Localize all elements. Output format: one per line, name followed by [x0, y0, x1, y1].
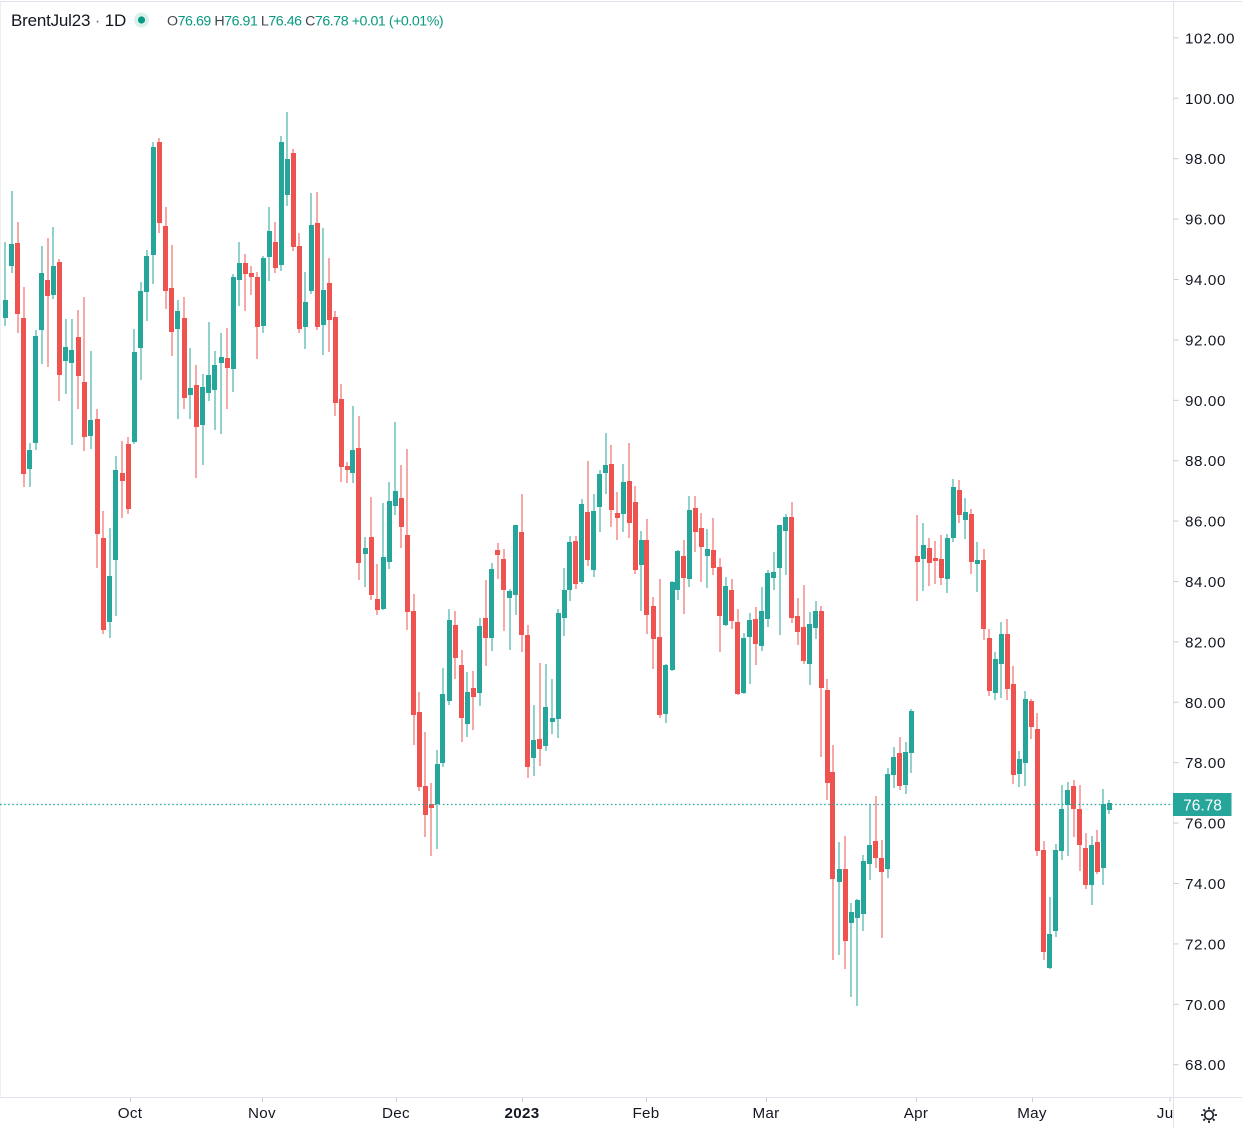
svg-text:98.00: 98.00 — [1185, 151, 1226, 168]
svg-text:100.00: 100.00 — [1185, 91, 1235, 108]
svg-text:70.00: 70.00 — [1185, 997, 1226, 1014]
svg-text:Dec: Dec — [382, 1105, 410, 1122]
svg-text:Apr: Apr — [904, 1105, 929, 1122]
svg-text:90.00: 90.00 — [1185, 393, 1226, 410]
svg-text:76.78: 76.78 — [1183, 798, 1222, 815]
svg-text:94.00: 94.00 — [1185, 272, 1226, 289]
svg-text:80.00: 80.00 — [1185, 695, 1226, 712]
svg-text:96.00: 96.00 — [1185, 212, 1226, 229]
svg-text:86.00: 86.00 — [1185, 514, 1226, 531]
svg-text:Oct: Oct — [118, 1105, 143, 1122]
svg-text:O76.69 H76.91 L76.46 C76.78 +0: O76.69 H76.91 L76.46 C76.78 +0.01 (+0.01… — [167, 14, 443, 30]
svg-text:Nov: Nov — [248, 1105, 276, 1122]
svg-text:84.00: 84.00 — [1185, 574, 1226, 591]
svg-text:72.00: 72.00 — [1185, 936, 1226, 953]
svg-text:May: May — [1017, 1105, 1047, 1122]
svg-text:76.00: 76.00 — [1185, 816, 1226, 833]
svg-text:78.00: 78.00 — [1185, 755, 1226, 772]
svg-text:82.00: 82.00 — [1185, 634, 1226, 651]
svg-text:2023: 2023 — [505, 1105, 540, 1122]
svg-text:68.00: 68.00 — [1185, 1057, 1226, 1074]
svg-text:BrentJul23 · 1D: BrentJul23 · 1D — [11, 11, 126, 30]
svg-text:74.00: 74.00 — [1185, 876, 1226, 893]
svg-text:Mar: Mar — [752, 1105, 779, 1122]
svg-text:92.00: 92.00 — [1185, 332, 1226, 349]
svg-text:102.00: 102.00 — [1185, 30, 1235, 47]
svg-text:Feb: Feb — [632, 1105, 659, 1122]
svg-text:88.00: 88.00 — [1185, 453, 1226, 470]
svg-text:Jun: Jun — [1157, 1105, 1182, 1122]
